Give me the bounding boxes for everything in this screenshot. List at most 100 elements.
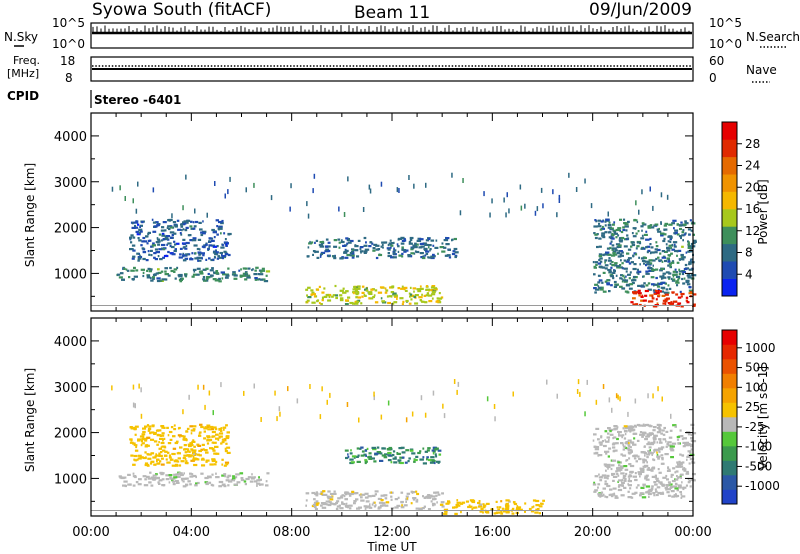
echo-cell [442, 403, 444, 409]
echo-cell [683, 233, 686, 236]
colorbar-tick-label: 24 [745, 159, 760, 173]
echo-cell [637, 455, 640, 458]
echo-cell [668, 223, 673, 226]
echo-cell [595, 220, 598, 223]
echo-cell [688, 268, 693, 271]
echo-cell [655, 298, 658, 301]
echo-cell [394, 456, 397, 459]
echo-cell [682, 270, 686, 274]
echo-cell [655, 490, 658, 493]
echo-cell [136, 233, 141, 236]
echo-cell [327, 299, 332, 302]
echo-cell [222, 244, 224, 247]
echo-cell [599, 288, 604, 291]
echo-cell [687, 273, 691, 277]
echo-cell [158, 240, 161, 243]
echo-cell [361, 295, 364, 298]
echo-cell [400, 506, 405, 509]
echo-cell [242, 267, 246, 270]
echo-cell [139, 456, 141, 459]
echo-cell [400, 242, 405, 245]
echo-cell [662, 491, 664, 494]
echo-cell [377, 248, 381, 251]
echo-cell [206, 481, 209, 484]
echo-cell [193, 270, 196, 273]
echo-cell [274, 390, 276, 396]
echo-cell [667, 240, 670, 243]
echo-cell [256, 278, 260, 281]
echo-cell [657, 491, 662, 495]
echo-cell [386, 247, 391, 250]
echo-cell [417, 290, 422, 293]
echo-cell [199, 272, 204, 275]
echo-cell [623, 486, 627, 489]
echo-cell [228, 480, 233, 483]
echo-cell [636, 439, 640, 442]
freq-left-tick-top: 18 [60, 54, 75, 68]
echo-cell [157, 462, 161, 465]
echo-cell [381, 241, 386, 244]
echo-cell [660, 222, 662, 225]
echo-cell [668, 235, 672, 238]
echo-cell [318, 302, 321, 305]
colorbar-segment [722, 330, 737, 345]
echo-cell [615, 496, 617, 499]
echo-cell [425, 294, 429, 297]
echo-cell [607, 432, 610, 435]
echo-cell [541, 502, 544, 505]
echo-cell [680, 435, 684, 438]
echo-cell [259, 278, 264, 281]
echo-cell [641, 294, 644, 297]
echo-cell [179, 247, 183, 250]
echo-cell [506, 192, 508, 198]
echo-cell [685, 299, 689, 302]
echo-cell [649, 452, 654, 455]
echo-cell [223, 473, 227, 476]
echo-cell [524, 203, 526, 209]
echo-cell [346, 253, 351, 257]
echo-cell [614, 427, 618, 430]
echo-cell [166, 426, 169, 429]
echo-cell [311, 491, 316, 495]
echo-cell [680, 236, 682, 240]
echo-cell [609, 242, 612, 245]
echo-cell [319, 245, 325, 248]
echo-cell [185, 244, 188, 247]
colorbar-segment [722, 417, 737, 432]
echo-cell [204, 449, 208, 452]
echo-cell [140, 413, 143, 419]
echo-cell [641, 189, 643, 195]
echo-cell [147, 429, 151, 432]
echo-cell [158, 482, 161, 485]
echo-cell [437, 493, 441, 496]
echo-cell [320, 303, 323, 306]
echo-cell [309, 384, 311, 389]
echo-cell [119, 272, 124, 275]
echo-cell [666, 469, 671, 472]
echo-cell [461, 501, 466, 504]
echo-cell [159, 258, 163, 261]
echo-cell [649, 237, 652, 240]
echo-cell [351, 455, 357, 458]
echo-cell [320, 492, 323, 495]
echo-cell [325, 500, 330, 503]
echo-cell [253, 273, 258, 276]
echo-cell [364, 460, 368, 463]
echo-cell [656, 455, 660, 458]
echo-cell [552, 189, 554, 195]
echo-cell [326, 399, 328, 405]
echo-cell [371, 503, 374, 506]
echo-cell [189, 475, 194, 478]
echo-cell [667, 302, 671, 305]
echo-cell [520, 205, 523, 211]
echo-cell [424, 450, 428, 453]
echo-cell [688, 462, 691, 465]
echo-cell [512, 501, 516, 504]
echo-cell [174, 480, 179, 483]
echo-cell [687, 245, 692, 248]
echo-cell [608, 231, 612, 234]
echo-cell [137, 181, 139, 187]
echo-cell [221, 277, 224, 280]
echo-cell [664, 282, 667, 285]
echo-cell [265, 484, 269, 487]
